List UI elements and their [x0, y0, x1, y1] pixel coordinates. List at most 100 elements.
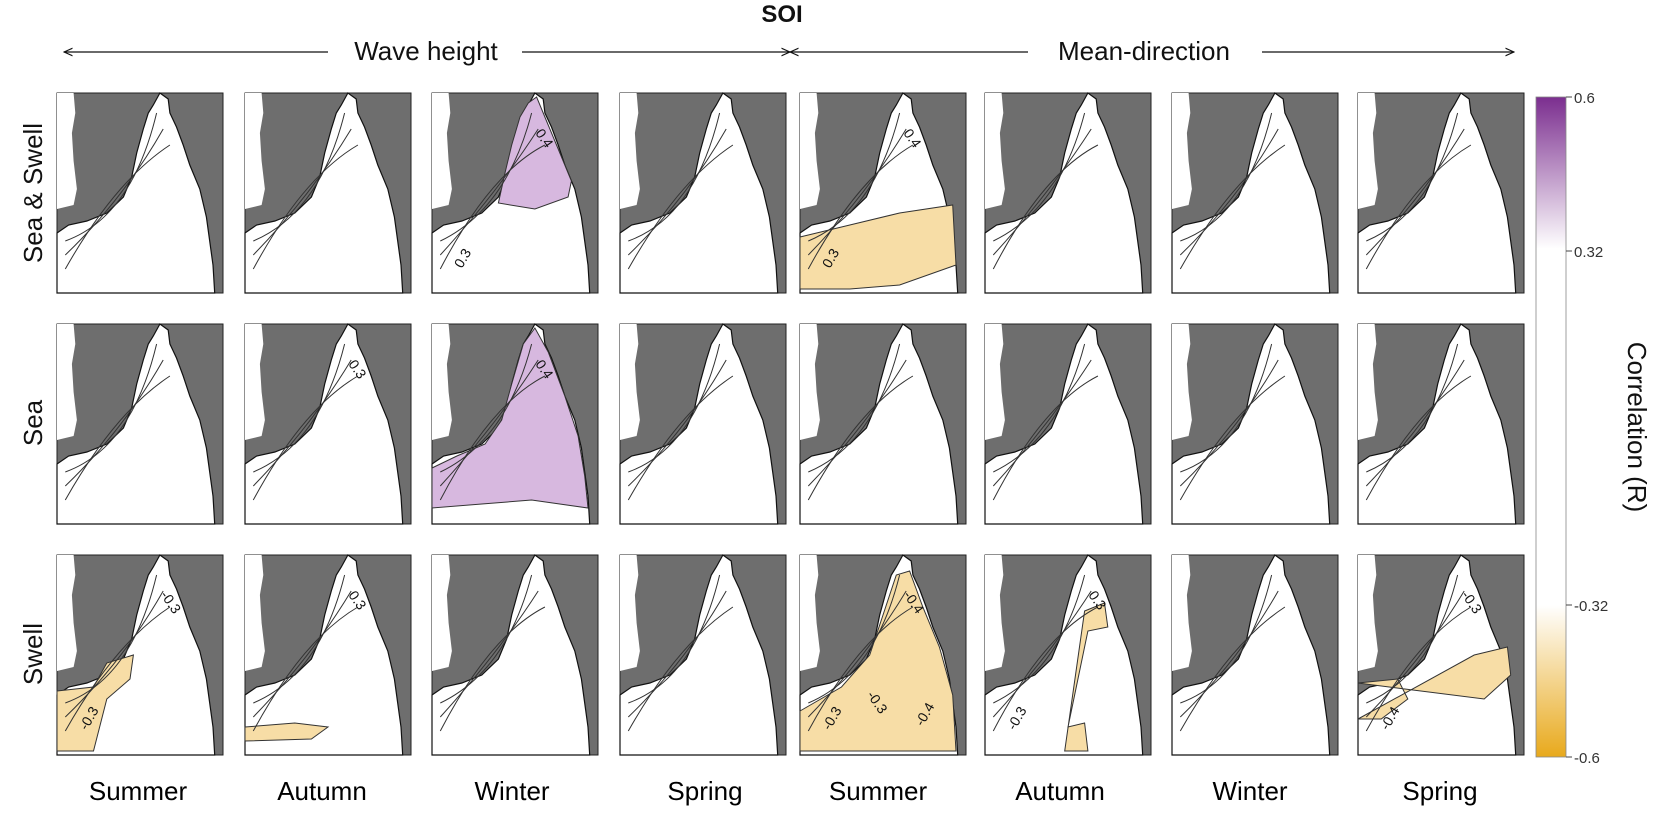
row-label-sea: Sea	[18, 399, 48, 446]
contour-line	[64, 375, 171, 501]
column-label-winter: Winter	[474, 776, 549, 806]
contour-line	[439, 128, 539, 256]
sea-area	[984, 92, 1144, 294]
colorbar-tick-upper: 0.32	[1574, 244, 1603, 261]
group-label-mean-direction: Mean-direction	[1058, 36, 1230, 66]
map-panel-sea-summer	[56, 323, 224, 525]
colorbar-tick-top: 0.6	[1574, 90, 1595, 107]
contour-line	[253, 574, 346, 704]
map-panel-swell-summer-direction: -0.4-0.3-0.3 -0.4	[799, 554, 967, 756]
western-sea-strip	[800, 555, 820, 671]
contour-line	[807, 590, 907, 718]
sea-area	[244, 554, 404, 756]
contour-line	[1180, 343, 1273, 473]
positive-correlation-region	[431, 327, 589, 509]
contour-line	[64, 606, 171, 732]
sea-area	[1357, 92, 1517, 294]
western-sea-strip	[432, 324, 452, 440]
contour-line	[807, 606, 914, 732]
negative-correlation-region	[244, 722, 330, 742]
contour-line	[439, 144, 546, 270]
map-panel-sea-and-swell-spring	[619, 92, 787, 294]
contour-line	[439, 375, 546, 501]
contour-line	[1179, 144, 1286, 270]
contour-line	[992, 359, 1092, 487]
contour-line	[64, 128, 164, 256]
contour-line	[1365, 144, 1472, 270]
contour-line	[1180, 112, 1273, 242]
western-sea-strip	[432, 555, 452, 671]
contour-line	[252, 144, 359, 270]
western-sea-strip	[245, 324, 265, 440]
contour-line	[992, 590, 1092, 718]
western-sea-strip	[985, 93, 1005, 209]
western-sea-strip	[432, 93, 452, 209]
contour-line	[993, 112, 1086, 242]
western-sea-strip	[985, 324, 1005, 440]
negative-correlation-region	[799, 570, 957, 752]
map-panel-swell-autumn-direction: 0.3-0.3	[984, 554, 1152, 756]
colorbar: 0.6 0.32 -0.32 -0.6 Correlation (R)	[1535, 90, 1652, 767]
sea-area	[244, 92, 404, 294]
western-sea-strip	[57, 555, 77, 671]
contour-line	[65, 574, 158, 704]
column-label-autumn-direction: Autumn	[1015, 776, 1105, 806]
contour-line	[1179, 375, 1286, 501]
contour-line	[64, 359, 164, 487]
western-sea-strip	[245, 555, 265, 671]
contour-line	[1179, 128, 1279, 256]
map-panel-grid: 0.40.30.40.30.3 0.4-0.3-0.30.3 -0.4-0.3-0.…	[56, 92, 1525, 756]
column-label-autumn: Autumn	[277, 776, 367, 806]
map-panel-swell-winter	[431, 554, 599, 756]
figure-title: SOI	[761, 1, 802, 28]
contour-line	[440, 343, 533, 473]
western-sea-strip	[1358, 324, 1378, 440]
contour-line	[993, 343, 1086, 473]
contour-line	[808, 343, 901, 473]
column-label-spring: Spring	[667, 776, 742, 806]
western-sea-strip	[620, 93, 640, 209]
contour-line	[252, 375, 359, 501]
map-panel-sea-and-swell-autumn-direction	[984, 92, 1152, 294]
colorbar-label: Correlation (R)	[1622, 342, 1652, 513]
group-header-mean-direction: Mean-direction	[790, 36, 1514, 66]
map-panel-swell-autumn: 0.3	[244, 554, 412, 756]
contour-line	[627, 590, 727, 718]
contour-line	[992, 144, 1099, 270]
contour-line	[808, 112, 901, 242]
contour-line	[627, 128, 727, 256]
western-sea-strip	[1172, 555, 1192, 671]
contour-line	[628, 112, 721, 242]
contour-line	[64, 144, 171, 270]
contour-line	[439, 606, 546, 732]
contour-line	[1366, 343, 1459, 473]
sea-area	[799, 323, 959, 525]
negative-correlation-region	[1357, 646, 1512, 720]
sea-area	[431, 554, 591, 756]
contour-line	[627, 375, 734, 501]
contour-line	[1365, 590, 1465, 718]
western-sea-strip	[800, 324, 820, 440]
contour-line	[1365, 375, 1472, 501]
contour-line	[440, 112, 533, 242]
western-sea-strip	[1358, 93, 1378, 209]
contour-line	[992, 128, 1092, 256]
contour-line	[1366, 574, 1459, 704]
western-sea-strip	[985, 555, 1005, 671]
group-header-wave-height: Wave height	[64, 36, 790, 66]
contour-line	[807, 144, 914, 270]
row-label-sea-and-swell: Sea & Swell	[18, 123, 48, 263]
map-panel-sea-and-swell-spring-direction	[1357, 92, 1525, 294]
map-panel-sea-winter-direction	[1171, 323, 1339, 525]
contour-line	[1180, 574, 1273, 704]
contour-line	[252, 128, 352, 256]
negative-correlation-region	[1064, 602, 1109, 752]
map-panel-sea-winter: 0.4	[431, 323, 599, 525]
row-label-swell: Swell	[18, 623, 48, 685]
western-sea-strip	[57, 324, 77, 440]
contour-line	[993, 574, 1086, 704]
contour-line	[807, 128, 907, 256]
sea-area	[984, 323, 1144, 525]
western-sea-strip	[1172, 93, 1192, 209]
